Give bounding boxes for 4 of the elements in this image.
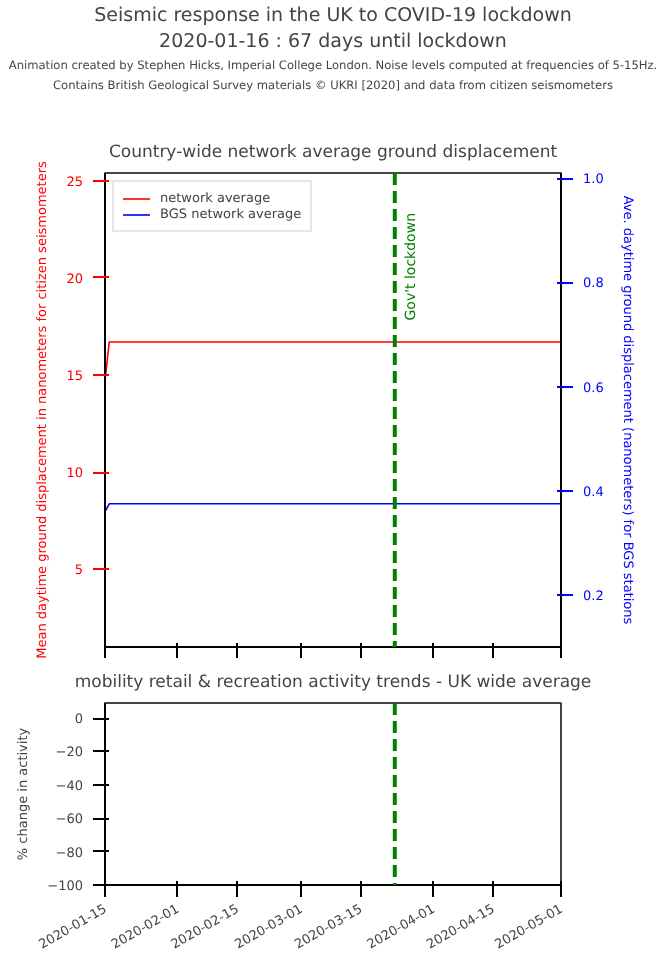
chart-title: Country-wide network average ground displacement bbox=[108, 143, 559, 163]
text: 2020-01-16 : 67 days until lockdown bbox=[159, 31, 507, 53]
text: Seismic response in the UK to COVID-19 lockdown bbox=[94, 5, 572, 27]
chart-title: mobility retail & recreation activity trends - UK wide average bbox=[74, 673, 592, 693]
